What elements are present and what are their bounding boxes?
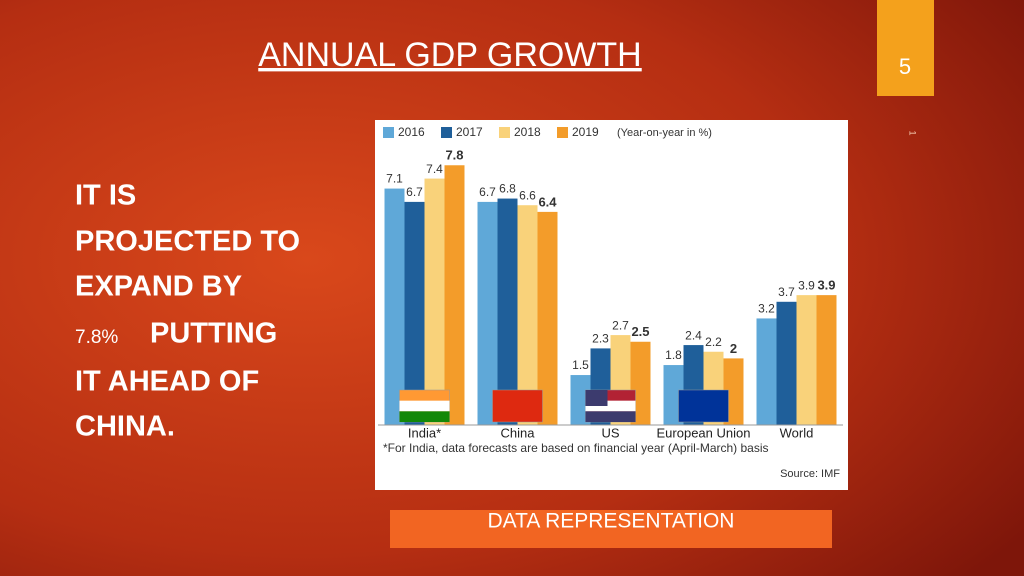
legend-swatch [557, 127, 568, 138]
body-line: PUTTING [150, 318, 277, 350]
slide-title: ANNUAL GDP GROWTH [258, 36, 641, 74]
data-label: 6.7 [479, 185, 496, 199]
bar [517, 205, 538, 425]
bar [816, 295, 837, 425]
body-line: CHINA. [75, 411, 175, 443]
data-label: 2.7 [612, 318, 629, 332]
data-label: 1.5 [572, 358, 589, 372]
data-label: 3.7 [778, 285, 795, 299]
legend-swatch [383, 127, 394, 138]
flag [399, 400, 450, 412]
data-label: 3.9 [817, 278, 835, 293]
bar [424, 178, 445, 425]
body-line: IT AHEAD OF [75, 366, 259, 398]
data-label: 7.8 [445, 148, 463, 163]
page-number: 5 [899, 54, 911, 79]
flag [585, 390, 608, 406]
data-label: 3.2 [758, 302, 775, 316]
data-label: 2.2 [705, 335, 722, 349]
page-number-box [877, 0, 934, 96]
data-label: 6.6 [519, 188, 536, 202]
flag [678, 389, 729, 423]
data-label: 6.8 [499, 182, 516, 196]
body-number: 7.8% [75, 327, 118, 348]
data-label: 7.4 [426, 162, 443, 176]
footer-text: DATA REPRESENTATION [488, 510, 735, 533]
data-label: 2 [730, 341, 737, 356]
x-tick-label: World [780, 425, 814, 440]
data-label: 7.1 [386, 172, 403, 186]
x-tick-label: European Union [657, 425, 751, 440]
bar [537, 211, 558, 425]
data-label: 6.4 [538, 194, 557, 209]
bar [444, 165, 465, 425]
bar [796, 295, 817, 425]
legend-label: 2019 [572, 125, 599, 139]
legend-label: 2017 [456, 125, 483, 139]
legend-label: 2016 [398, 125, 425, 139]
bar [776, 301, 797, 425]
bar [497, 198, 518, 425]
body-line: EXPAND BY [75, 271, 242, 303]
body-line: PROJECTED TO [75, 226, 300, 258]
flag [585, 411, 636, 422]
legend-swatch [499, 127, 510, 138]
x-tick-label: India* [408, 425, 441, 440]
legend-swatch [441, 127, 452, 138]
data-label: 6.7 [406, 185, 423, 199]
side-mark: 1 [908, 130, 918, 135]
data-label: 2.4 [685, 328, 702, 342]
bar [756, 318, 777, 425]
bar [477, 201, 498, 425]
data-label: 2.5 [631, 324, 649, 339]
x-tick-label: China [501, 425, 536, 440]
legend-note: (Year-on-year in %) [617, 127, 712, 139]
bar [384, 188, 405, 425]
data-label: 3.9 [798, 278, 815, 292]
bar [404, 201, 425, 425]
flag [399, 411, 450, 422]
footnote: *For India, data forecasts are based on … [383, 441, 769, 455]
flag [492, 389, 543, 423]
source: Source: IMF [780, 468, 840, 480]
flag [585, 400, 636, 412]
x-tick-label: US [601, 425, 619, 440]
data-label: 2.3 [592, 332, 609, 346]
data-label: 1.8 [665, 348, 682, 362]
footer-box [390, 510, 832, 548]
body-line: IT IS [75, 180, 136, 212]
body-text: IT IS PROJECTED TO EXPAND BY 7.8% PUTTIN… [75, 180, 300, 443]
legend-label: 2018 [514, 125, 541, 139]
